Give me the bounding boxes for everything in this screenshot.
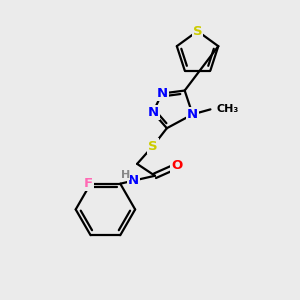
Text: N: N bbox=[187, 108, 198, 121]
Text: CH₃: CH₃ bbox=[216, 104, 238, 114]
Text: N: N bbox=[128, 174, 139, 187]
Text: H: H bbox=[121, 170, 130, 180]
Text: N: N bbox=[156, 87, 167, 100]
Text: O: O bbox=[171, 159, 182, 172]
Text: S: S bbox=[148, 140, 158, 152]
Text: F: F bbox=[84, 177, 93, 190]
Text: S: S bbox=[193, 25, 202, 38]
Text: N: N bbox=[147, 106, 158, 119]
